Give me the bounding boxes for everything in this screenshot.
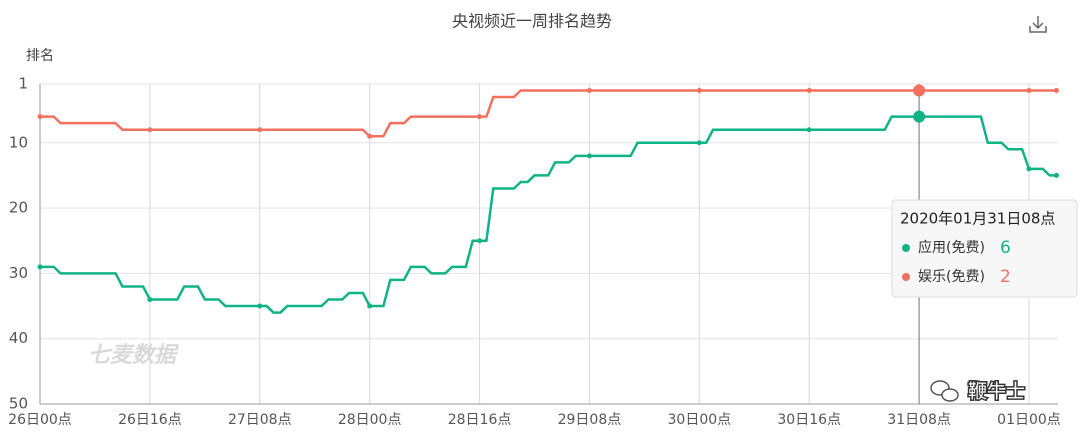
y-tick-label: 20 <box>9 199 28 217</box>
series-line <box>40 89 1057 138</box>
y-tick-label: 40 <box>9 329 28 347</box>
x-tick-label: 31日08点 <box>887 412 951 428</box>
source-label: 鞭牛士 <box>968 381 1025 403</box>
y-tick-label: 50 <box>9 395 28 413</box>
tooltip-box <box>891 199 1078 298</box>
data-point <box>1053 88 1059 94</box>
data-point <box>913 110 926 123</box>
data-point <box>257 127 263 133</box>
x-tick-label: 01日00点 <box>997 412 1061 428</box>
data-point <box>696 140 702 146</box>
y-tick-label: 30 <box>9 264 28 282</box>
data-point <box>37 264 43 270</box>
x-tick-label: 29日08点 <box>558 412 622 428</box>
data-point <box>477 114 483 120</box>
x-tick-label: 26日00点 <box>8 412 72 428</box>
data-point <box>477 238 483 244</box>
data-point <box>913 84 926 97</box>
chart-title: 央视频近一周排名趋势 <box>452 12 612 31</box>
data-point <box>1026 88 1032 94</box>
wechat-icon <box>930 380 959 402</box>
data-point <box>586 88 592 94</box>
x-tick-label: 26日16点 <box>118 412 182 428</box>
data-point <box>367 133 373 139</box>
y-tick-label: 10 <box>9 133 28 151</box>
data-point <box>1053 172 1059 178</box>
watermark: 七麦数据 <box>88 343 180 368</box>
data-point <box>37 114 43 120</box>
tooltip-title: 2020年01月31日08点 <box>900 210 1055 228</box>
tooltip-value: 2 <box>1000 267 1011 287</box>
data-point <box>147 127 153 133</box>
data-point <box>1026 166 1032 172</box>
tooltip-value: 6 <box>1000 238 1011 258</box>
tooltip-marker <box>902 273 910 281</box>
data-point <box>367 303 373 309</box>
x-tick-label: 28日16点 <box>448 412 512 428</box>
data-point <box>586 153 592 159</box>
data-point <box>806 127 812 133</box>
tooltip-series-name: 应用(免费) <box>918 239 985 256</box>
x-tick-label: 30日16点 <box>777 412 841 428</box>
x-tick-label: 28日00点 <box>338 412 402 428</box>
data-point <box>696 88 702 94</box>
y-axis-label: 排名 <box>26 48 54 64</box>
x-tick-label: 30日00点 <box>668 412 732 428</box>
data-point <box>806 88 812 94</box>
data-point <box>147 297 153 303</box>
tooltip-series-name: 娱乐(免费) <box>918 269 985 285</box>
x-tick-label: 27日08点 <box>228 412 292 428</box>
download-icon[interactable] <box>1029 16 1047 33</box>
tooltip-marker <box>902 244 910 252</box>
y-tick-label: 1 <box>18 75 28 93</box>
data-point <box>257 303 263 309</box>
series-line <box>40 115 1057 314</box>
